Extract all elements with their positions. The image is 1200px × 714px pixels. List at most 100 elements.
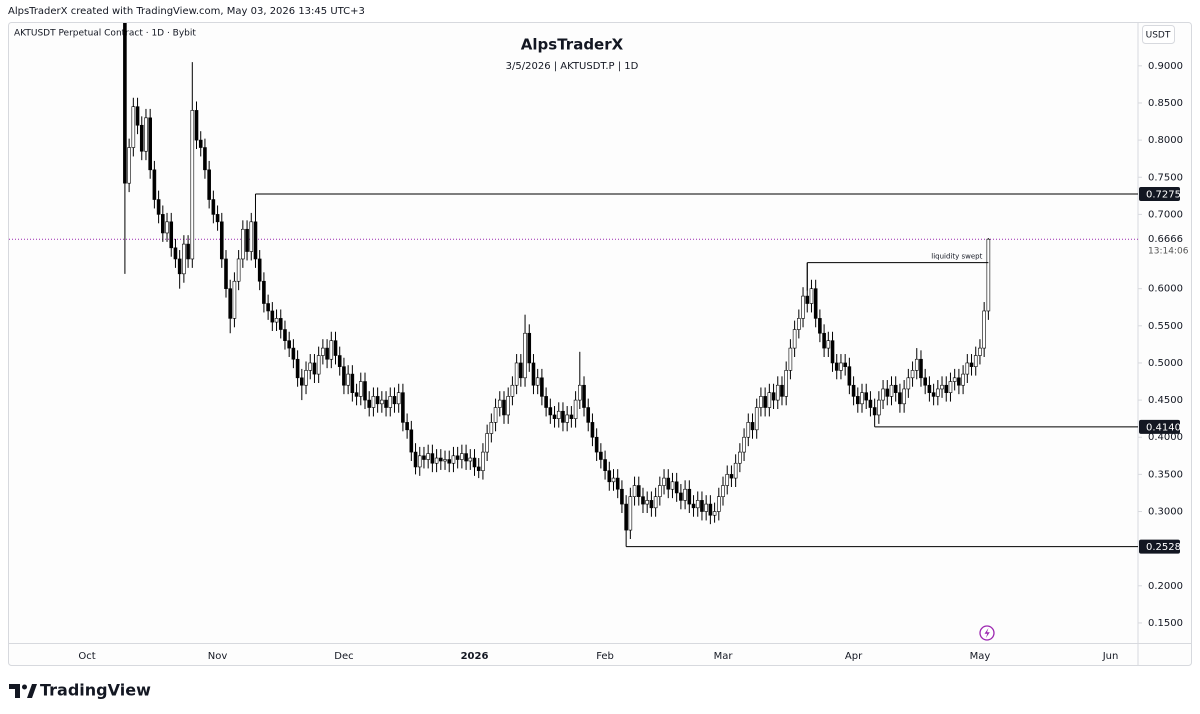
candle-body (300, 377, 304, 386)
candle-body (283, 329, 287, 341)
candle-body (936, 388, 940, 397)
candle-body (805, 295, 810, 304)
candle-body (586, 407, 591, 423)
symbol-info: AKTUSDT Perpetual Contract · 1D · Bybit (14, 29, 196, 39)
candle-body (401, 392, 405, 423)
candle-body (270, 310, 275, 323)
candle-body (266, 303, 270, 312)
candle-body (152, 169, 157, 200)
candle-body (489, 422, 494, 434)
candle-body (262, 280, 266, 304)
candle-body (830, 340, 835, 364)
candle-body (662, 477, 666, 486)
candle-body (148, 117, 152, 171)
candle-body (460, 453, 464, 460)
candle-body (405, 422, 409, 431)
x-tick-label: Feb (596, 651, 614, 662)
x-tick-label: May (970, 651, 991, 662)
candle-body (759, 396, 763, 408)
candle-body (847, 366, 852, 386)
candle-body (910, 370, 915, 379)
candle-body (641, 496, 645, 505)
candle-body (700, 500, 704, 512)
candle-body (409, 429, 414, 453)
candle-body (346, 373, 350, 386)
x-tick-label: 2026 (461, 651, 489, 662)
candle-body (434, 457, 439, 464)
candle-body (590, 422, 595, 438)
candle-body (190, 110, 195, 260)
candle-body (957, 377, 961, 386)
candle-body (464, 453, 468, 462)
level-label: 0.2528 (1146, 542, 1181, 553)
candle-body (792, 329, 797, 349)
candle-body (628, 496, 633, 531)
candle-body (556, 410, 561, 419)
candle-body (877, 399, 881, 416)
candle-body (443, 459, 447, 462)
candle-body (801, 295, 805, 319)
candle-body (603, 459, 607, 471)
candle-body (561, 410, 565, 423)
candle-body (198, 139, 203, 148)
candle-body (380, 399, 384, 405)
candle-body (645, 500, 649, 505)
candle-body (716, 496, 721, 512)
candle-body (367, 399, 372, 408)
tradingview-logo (9, 684, 37, 698)
currency-button[interactable] (1142, 25, 1175, 44)
candle-body (241, 228, 245, 260)
candle-body (788, 347, 793, 371)
candle-body (649, 500, 654, 509)
candle-body (784, 370, 788, 397)
candle-body (127, 147, 131, 184)
candle-body (636, 485, 641, 497)
candle-body (417, 455, 422, 468)
candle-body (674, 481, 679, 494)
candle-body (754, 407, 759, 431)
candle-body (670, 481, 675, 490)
candle-body (354, 392, 359, 397)
candle-body (733, 462, 738, 479)
plot-area (9, 23, 1138, 547)
candle-body (519, 362, 523, 379)
candle-body (287, 340, 291, 349)
candle-body (746, 422, 751, 438)
candle-body (481, 451, 485, 471)
candle-body (653, 496, 658, 509)
candle-body (594, 436, 599, 453)
candle-body (569, 414, 574, 419)
x-tick-label: Mar (714, 651, 734, 662)
y-tick-label: 0.3500 (1148, 469, 1183, 480)
candle-body (316, 355, 321, 375)
lightning-icon[interactable] (979, 625, 995, 641)
candle-body (763, 396, 767, 408)
candle-body (219, 221, 224, 260)
candle-body (738, 451, 742, 464)
candle-body (177, 258, 182, 275)
candle-body (249, 221, 254, 252)
candle-body (767, 392, 772, 408)
candle-body (523, 332, 527, 379)
y-tick-label: 0.9000 (1148, 61, 1183, 72)
chart-frame (8, 22, 1192, 666)
candle-body (851, 384, 856, 397)
candle-body (384, 399, 388, 408)
y-tick-label: 0.6000 (1148, 284, 1183, 295)
candle-body (329, 340, 334, 360)
candle-body (278, 318, 283, 330)
candle-body (708, 503, 713, 516)
candle-body (826, 340, 831, 349)
candle-body (514, 362, 519, 386)
candle-body (169, 221, 174, 249)
candle-body (350, 373, 355, 393)
x-tick-label: Jun (1102, 651, 1119, 662)
candle-body (704, 503, 708, 512)
brand: TradingView (40, 681, 151, 700)
x-tick-label: Apr (845, 651, 863, 662)
candle-body (165, 221, 169, 234)
candle-body (906, 377, 911, 390)
candle-body (161, 214, 165, 234)
attribution: AlpsTraderX created with TradingView.com… (8, 6, 365, 17)
